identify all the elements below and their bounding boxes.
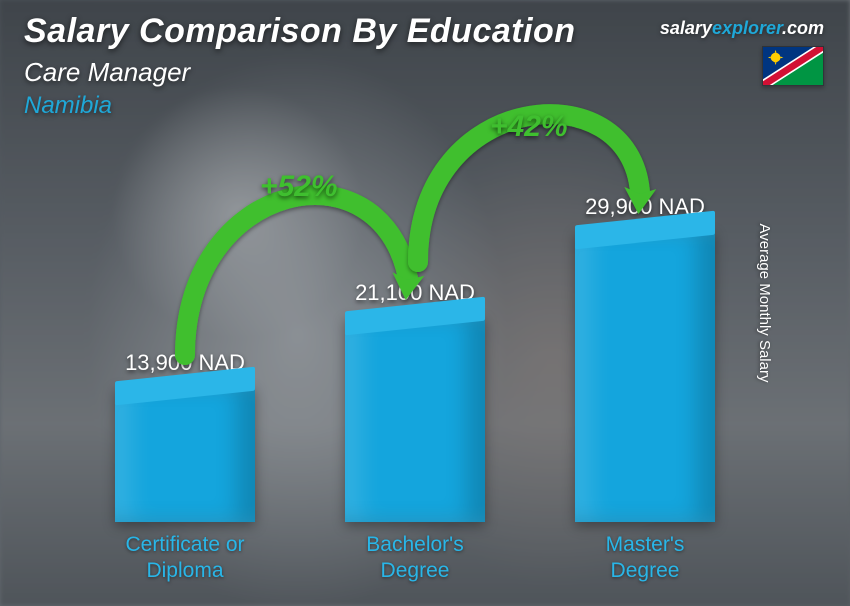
namibia-flag-icon xyxy=(762,46,824,86)
bar-group: 29,900 NAD Master's Degree xyxy=(555,194,735,585)
chart-country: Namibia xyxy=(24,92,826,120)
bar-category-label: Master's Degree xyxy=(606,532,685,585)
branding-part-a: salary xyxy=(660,18,712,38)
bar xyxy=(115,386,255,522)
bar xyxy=(345,316,485,522)
bar-category-label: Certificate or Diploma xyxy=(125,532,244,585)
bar-category-label: Bachelor's Degree xyxy=(366,532,463,585)
branding-suffix: .com xyxy=(782,18,824,38)
bar-chart: 13,900 NAD Certificate or Diploma 21,100… xyxy=(70,140,760,584)
percent-increase-label: +52% xyxy=(260,170,338,204)
bar-group: 21,100 NAD Bachelor's Degree xyxy=(325,280,505,585)
branding: salaryexplorer.com xyxy=(660,18,824,39)
percent-increase-label: +42% xyxy=(490,110,568,144)
chart-subtitle: Care Manager xyxy=(24,57,826,88)
branding-part-b: explorer xyxy=(712,18,782,38)
bar-group: 13,900 NAD Certificate or Diploma xyxy=(95,350,275,585)
bar xyxy=(575,230,715,522)
